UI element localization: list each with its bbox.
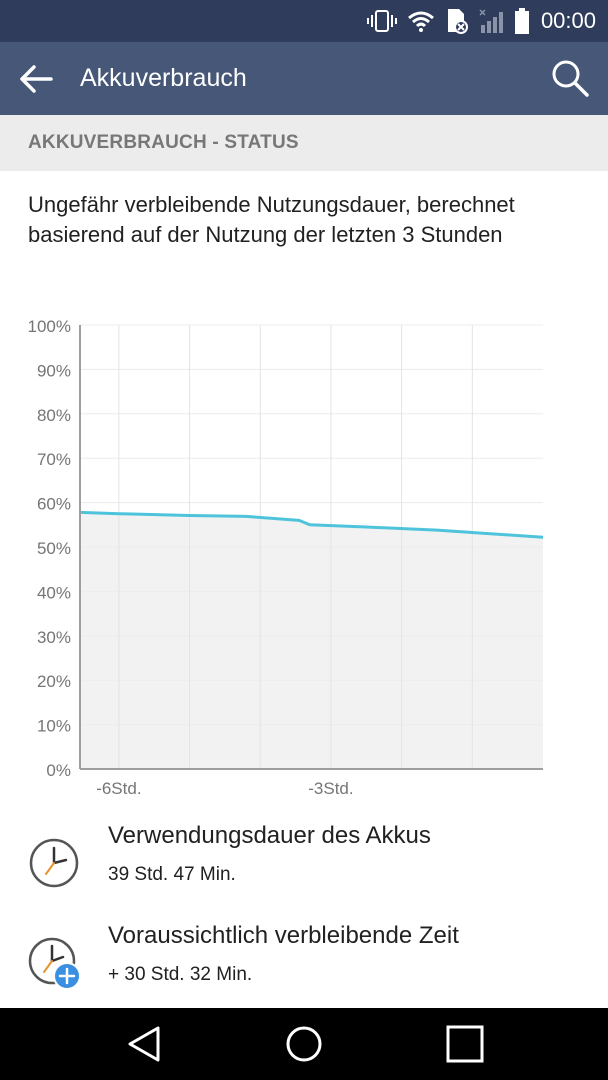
chart-y-tick-label: 80% bbox=[37, 406, 71, 425]
battery-chart: 100% 90% 80% 70% 60% 50% 40% 30% 20% 10% 0% -6Std.… bbox=[28, 317, 544, 798]
arrow-back-icon bbox=[20, 65, 53, 93]
chart-y-tick-label: 10% bbox=[37, 717, 71, 736]
wifi-icon bbox=[407, 11, 434, 32]
chart-area-fill bbox=[80, 512, 543, 769]
status-time: 00:00 bbox=[540, 8, 596, 33]
chart-y-tick-label: 30% bbox=[37, 628, 71, 647]
clock-plus-icon bbox=[28, 937, 81, 990]
chart-series-line bbox=[79, 510, 544, 539]
chart-x-tick-label: -6Std. bbox=[96, 779, 141, 798]
chart-y-tick-label: 60% bbox=[37, 495, 71, 514]
battery-icon bbox=[514, 8, 529, 34]
nav-recents-button[interactable] bbox=[441, 1020, 489, 1068]
search-icon bbox=[552, 60, 589, 97]
chart-y-tick-label: 40% bbox=[37, 583, 71, 602]
search-button[interactable] bbox=[548, 56, 592, 100]
remaining-time-value: + 30 Std. 32 Min. bbox=[108, 964, 253, 985]
chart-y-tick-label: 50% bbox=[37, 539, 71, 558]
status-bar: 00:00 bbox=[0, 0, 608, 42]
nav-home-button[interactable] bbox=[280, 1020, 328, 1068]
signal-icon bbox=[479, 9, 503, 33]
chart-y-tick-label: 0% bbox=[46, 761, 71, 780]
remaining-time-item: Voraussichtlich verbleibende Zeit + 30 S… bbox=[0, 922, 608, 1012]
chart-y-tick-label: 100% bbox=[28, 317, 71, 336]
nav-recents-icon bbox=[446, 1025, 484, 1063]
page-title: Akkuverbrauch bbox=[80, 64, 247, 92]
navigation-bar bbox=[0, 1008, 608, 1080]
clock-icon bbox=[29, 838, 79, 888]
chart-y-tick-label: 90% bbox=[37, 361, 71, 380]
section-header-label: AKKUVERBRAUCH - STATUS bbox=[28, 132, 299, 153]
usage-duration-title: Verwendungsdauer des Akkus bbox=[108, 822, 431, 849]
vibrate-icon bbox=[366, 10, 397, 32]
chart-x-tick-label: -3Std. bbox=[308, 779, 353, 798]
chart-y-tick-label: 70% bbox=[37, 450, 71, 469]
usage-duration-value: 39 Std. 47 Min. bbox=[108, 864, 236, 885]
section-header: AKKUVERBRAUCH - STATUS bbox=[0, 115, 608, 171]
sim-error-icon bbox=[447, 9, 468, 34]
status-icons: 00:00 bbox=[366, 0, 596, 42]
nav-home-icon bbox=[286, 1026, 322, 1062]
chart-y-tick-label: 20% bbox=[37, 672, 71, 691]
usage-description: Ungefähr verbleibende Nutzungsdauer, ber… bbox=[28, 192, 515, 247]
back-button[interactable] bbox=[16, 59, 56, 99]
remaining-time-title: Voraussichtlich verbleibende Zeit bbox=[108, 922, 459, 949]
nav-back-icon bbox=[128, 1026, 160, 1062]
app-bar: Akkuverbrauch bbox=[0, 42, 608, 115]
nav-back-button[interactable] bbox=[120, 1020, 168, 1068]
usage-duration-item: Verwendungsdauer des Akkus 39 Std. 47 Mi… bbox=[0, 822, 608, 912]
